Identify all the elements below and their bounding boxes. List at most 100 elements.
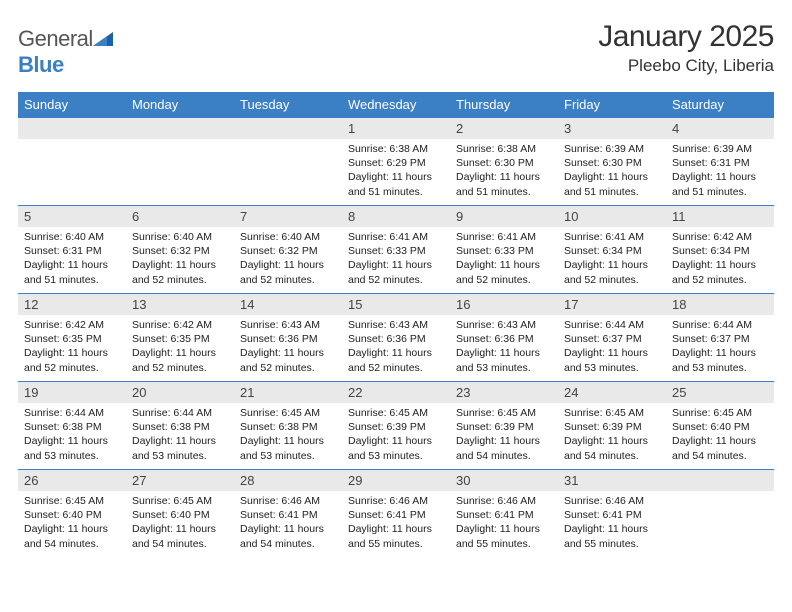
sunrise-line: Sunrise: 6:42 AM: [24, 318, 120, 332]
daylight-line-a: Daylight: 11 hours: [348, 170, 444, 184]
calendar-cell: 12Sunrise: 6:42 AMSunset: 6:35 PMDayligh…: [18, 294, 126, 382]
day-body: Sunrise: 6:41 AMSunset: 6:34 PMDaylight:…: [558, 227, 666, 293]
daylight-line-b: and 55 minutes.: [348, 537, 444, 551]
daylight-line-b: and 51 minutes.: [24, 273, 120, 287]
daylight-line-a: Daylight: 11 hours: [24, 346, 120, 360]
day-number: 17: [558, 294, 666, 315]
day-number: 14: [234, 294, 342, 315]
day-header: Thursday: [450, 92, 558, 118]
day-number: 28: [234, 470, 342, 491]
calendar-cell: 18Sunrise: 6:44 AMSunset: 6:37 PMDayligh…: [666, 294, 774, 382]
daylight-line-a: Daylight: 11 hours: [564, 258, 660, 272]
sunset-line: Sunset: 6:29 PM: [348, 156, 444, 170]
day-number: 21: [234, 382, 342, 403]
day-number: [234, 118, 342, 139]
day-header: Friday: [558, 92, 666, 118]
calendar-cell: [234, 118, 342, 206]
table-row: 12Sunrise: 6:42 AMSunset: 6:35 PMDayligh…: [18, 294, 774, 382]
logo-text: GeneralBlue: [18, 26, 113, 78]
sunrise-line: Sunrise: 6:41 AM: [348, 230, 444, 244]
logo: GeneralBlue: [18, 26, 113, 78]
day-body: Sunrise: 6:40 AMSunset: 6:32 PMDaylight:…: [234, 227, 342, 293]
day-number: 5: [18, 206, 126, 227]
calendar-cell: 20Sunrise: 6:44 AMSunset: 6:38 PMDayligh…: [126, 382, 234, 470]
day-number: 9: [450, 206, 558, 227]
calendar-table: Sunday Monday Tuesday Wednesday Thursday…: [18, 92, 774, 558]
calendar-cell: 22Sunrise: 6:45 AMSunset: 6:39 PMDayligh…: [342, 382, 450, 470]
logo-triangle-icon: [93, 26, 113, 52]
calendar-cell: 24Sunrise: 6:45 AMSunset: 6:39 PMDayligh…: [558, 382, 666, 470]
daylight-line-b: and 55 minutes.: [564, 537, 660, 551]
calendar-cell: 1 Sunrise: 6:38 AMSunset: 6:29 PMDaylight…: [342, 118, 450, 206]
sunrise-line: Sunrise: 6:38 AM: [348, 142, 444, 156]
sunrise-line: Sunrise: 6:41 AM: [564, 230, 660, 244]
sunset-line: Sunset: 6:30 PM: [456, 156, 552, 170]
sunset-line: Sunset: 6:30 PM: [564, 156, 660, 170]
day-body: Sunrise: 6:42 AMSunset: 6:35 PMDaylight:…: [126, 315, 234, 381]
day-body: Sunrise: 6:43 AMSunset: 6:36 PMDaylight:…: [342, 315, 450, 381]
sunset-line: Sunset: 6:32 PM: [240, 244, 336, 258]
daylight-line-a: Daylight: 11 hours: [348, 434, 444, 448]
sunset-line: Sunset: 6:34 PM: [672, 244, 768, 258]
sunset-line: Sunset: 6:40 PM: [672, 420, 768, 434]
day-body: Sunrise: 6:43 AMSunset: 6:36 PMDaylight:…: [234, 315, 342, 381]
calendar-cell: 2Sunrise: 6:38 AMSunset: 6:30 PMDaylight…: [450, 118, 558, 206]
daylight-line-a: Daylight: 11 hours: [672, 170, 768, 184]
day-number: 1: [342, 118, 450, 139]
daylight-line-b: and 54 minutes.: [240, 537, 336, 551]
day-body: Sunrise: 6:45 AMSunset: 6:39 PMDaylight:…: [558, 403, 666, 469]
day-body: Sunrise: 6:45 AMSunset: 6:39 PMDaylight:…: [342, 403, 450, 469]
sunset-line: Sunset: 6:35 PM: [24, 332, 120, 346]
calendar-cell: 17Sunrise: 6:44 AMSunset: 6:37 PMDayligh…: [558, 294, 666, 382]
day-number: 26: [18, 470, 126, 491]
daylight-line-a: Daylight: 11 hours: [348, 346, 444, 360]
sunrise-line: Sunrise: 6:46 AM: [456, 494, 552, 508]
daylight-line-a: Daylight: 11 hours: [564, 522, 660, 536]
daylight-line-b: and 51 minutes.: [564, 185, 660, 199]
sunset-line: Sunset: 6:32 PM: [132, 244, 228, 258]
sunset-line: Sunset: 6:36 PM: [456, 332, 552, 346]
day-body: Sunrise: 6:45 AMSunset: 6:39 PMDaylight:…: [450, 403, 558, 469]
day-number: 18: [666, 294, 774, 315]
sunset-line: Sunset: 6:31 PM: [672, 156, 768, 170]
day-number: 8: [342, 206, 450, 227]
day-number: 27: [126, 470, 234, 491]
daylight-line-a: Daylight: 11 hours: [348, 258, 444, 272]
daylight-line-a: Daylight: 11 hours: [672, 346, 768, 360]
calendar-cell: 30Sunrise: 6:46 AMSunset: 6:41 PMDayligh…: [450, 470, 558, 558]
day-number: 25: [666, 382, 774, 403]
day-number: 11: [666, 206, 774, 227]
table-row: 5Sunrise: 6:40 AMSunset: 6:31 PMDaylight…: [18, 206, 774, 294]
day-body: Sunrise: 6:45 AMSunset: 6:38 PMDaylight:…: [234, 403, 342, 469]
daylight-line-a: Daylight: 11 hours: [132, 434, 228, 448]
logo-text-b: Blue: [18, 52, 64, 77]
day-body: Sunrise: 6:46 AMSunset: 6:41 PMDaylight:…: [450, 491, 558, 557]
sunset-line: Sunset: 6:41 PM: [564, 508, 660, 522]
daylight-line-a: Daylight: 11 hours: [456, 258, 552, 272]
sunset-line: Sunset: 6:41 PM: [456, 508, 552, 522]
day-number: 10: [558, 206, 666, 227]
day-number: 20: [126, 382, 234, 403]
day-header: Wednesday: [342, 92, 450, 118]
sunset-line: Sunset: 6:38 PM: [24, 420, 120, 434]
daylight-line-b: and 52 minutes.: [456, 273, 552, 287]
day-number: [126, 118, 234, 139]
day-body: Sunrise: 6:44 AMSunset: 6:37 PMDaylight:…: [558, 315, 666, 381]
sunset-line: Sunset: 6:37 PM: [672, 332, 768, 346]
daylight-line-b: and 51 minutes.: [348, 185, 444, 199]
calendar-cell: 28Sunrise: 6:46 AMSunset: 6:41 PMDayligh…: [234, 470, 342, 558]
daylight-line-a: Daylight: 11 hours: [132, 346, 228, 360]
header: GeneralBlue January 2025 Pleebo City, Li…: [18, 20, 774, 78]
daylight-line-a: Daylight: 11 hours: [672, 258, 768, 272]
day-header-row: Sunday Monday Tuesday Wednesday Thursday…: [18, 92, 774, 118]
daylight-line-b: and 52 minutes.: [240, 273, 336, 287]
daylight-line-a: Daylight: 11 hours: [564, 434, 660, 448]
daylight-line-a: Daylight: 11 hours: [564, 170, 660, 184]
daylight-line-b: and 51 minutes.: [456, 185, 552, 199]
day-number: 7: [234, 206, 342, 227]
sunset-line: Sunset: 6:37 PM: [564, 332, 660, 346]
day-body: Sunrise: 6:41 AMSunset: 6:33 PMDaylight:…: [450, 227, 558, 293]
sunrise-line: Sunrise: 6:45 AM: [24, 494, 120, 508]
daylight-line-a: Daylight: 11 hours: [456, 434, 552, 448]
day-header: Saturday: [666, 92, 774, 118]
